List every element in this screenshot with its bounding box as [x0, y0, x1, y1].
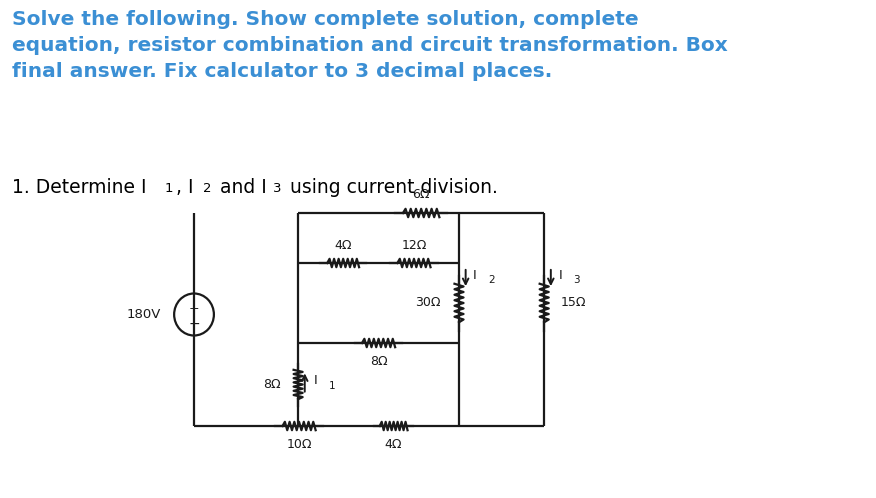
Text: −: −	[188, 317, 200, 331]
Text: 180V: 180V	[126, 308, 161, 321]
Text: 4Ω: 4Ω	[335, 239, 352, 251]
Text: 2: 2	[202, 182, 211, 195]
Text: 6Ω: 6Ω	[413, 189, 430, 202]
Text: 1: 1	[328, 380, 335, 390]
Text: 8Ω: 8Ω	[370, 355, 387, 368]
Text: 12Ω: 12Ω	[401, 239, 427, 251]
Text: 1. Determine I: 1. Determine I	[12, 178, 147, 197]
Text: 4Ω: 4Ω	[385, 438, 402, 451]
Text: , I: , I	[175, 178, 193, 197]
Text: I: I	[558, 268, 562, 281]
Text: I: I	[314, 374, 317, 387]
Text: and I: and I	[214, 178, 266, 197]
Text: 2: 2	[488, 275, 495, 285]
Text: 30Ω: 30Ω	[415, 296, 441, 309]
Text: +: +	[188, 301, 200, 315]
Text: 8Ω: 8Ω	[264, 378, 281, 391]
Text: I: I	[473, 268, 477, 281]
Text: 1: 1	[164, 182, 173, 195]
Text: Solve the following. Show complete solution, complete
equation, resistor combina: Solve the following. Show complete solut…	[12, 10, 728, 81]
Text: 3: 3	[272, 182, 281, 195]
Text: 3: 3	[574, 275, 580, 285]
Text: using current division.: using current division.	[284, 178, 498, 197]
Text: 15Ω: 15Ω	[561, 296, 586, 309]
Text: 10Ω: 10Ω	[286, 438, 312, 451]
